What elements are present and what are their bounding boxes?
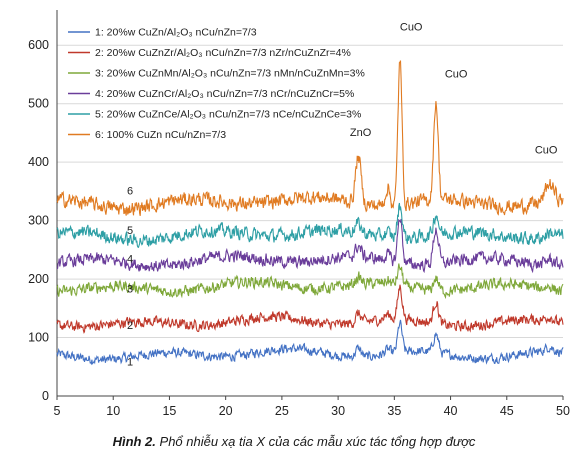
grid [57, 44, 563, 397]
y-tick-label: 400 [28, 155, 49, 169]
peak-label: CuO [445, 68, 468, 80]
x-tick-label: 30 [331, 404, 345, 418]
peak-annotations: ZnO CuO CuO CuO [350, 22, 558, 157]
x-tick-label: 15 [162, 404, 176, 418]
x-tick-label: 40 [444, 404, 458, 418]
legend-entry: 3: 20%w CuZnMn/Al₂O₃ nCu/nZn=7/3 nMn/nCu… [95, 68, 365, 80]
caption-text: Phổ nhiễu xạ tia X của các mẫu xúc tác t… [155, 434, 476, 449]
y-tick-label: 200 [28, 272, 49, 286]
x-tick-label: 10 [106, 404, 120, 418]
x-tick-label: 45 [500, 404, 514, 418]
series-line-4 [56, 218, 564, 274]
series-lines: 6 5 4 3 2 1 [56, 60, 564, 369]
series-line-2 [56, 284, 564, 334]
x-tick-label: 50 [556, 404, 570, 418]
peak-label: CuO [535, 144, 558, 156]
peak-label: CuO [400, 22, 423, 34]
x-tick-label: 25 [275, 404, 289, 418]
series-line-1 [56, 319, 564, 366]
x-tick-label: 5 [54, 404, 61, 418]
curve-label: 3 [127, 284, 133, 296]
series-line-6 [56, 60, 564, 217]
curve-label: 1 [127, 357, 133, 369]
figure-caption: Hình 2. Phổ nhiễu xạ tia X của các mẫu x… [0, 434, 588, 454]
x-tick-label: 20 [219, 404, 233, 418]
y-tick-label: 100 [28, 331, 49, 345]
curve-label: 2 [127, 320, 133, 332]
curve-label: 6 [127, 185, 133, 197]
x-tick-label: 35 [387, 404, 401, 418]
series-line-3 [56, 263, 564, 300]
caption-label: Hình 2. [112, 434, 156, 449]
curve-label: 5 [127, 225, 133, 237]
peak-label: ZnO [350, 127, 372, 139]
legend-entry: 5: 20%w CuZnCe/Al₂O₃ nCu/nZn=7/3 nCe/nCu… [95, 109, 361, 121]
legend-entry: 2: 20%w CuZnZr/Al₂O₃ nCu/nZn=7/3 nZr/nCu… [95, 47, 351, 59]
series-line-5 [56, 202, 564, 248]
y-tick-label: 500 [28, 97, 49, 111]
legend-entry: 6: 100% CuZn nCu/nZn=7/3 [95, 129, 226, 141]
legend: 1: 20%w CuZn/Al₂O₃ nCu/nZn=7/3 2: 20%w Cu… [68, 27, 365, 141]
y-tick-label: 0 [42, 389, 49, 403]
y-tick-label: 600 [28, 38, 49, 52]
curve-label: 4 [127, 254, 133, 266]
legend-entry: 1: 20%w CuZn/Al₂O₃ nCu/nZn=7/3 [95, 27, 257, 39]
legend-entry: 4: 20%w CuZnCr/Al₂O₃ nCu/nZn=7/3 nCr/nCu… [95, 88, 354, 100]
y-tick-label: 300 [28, 214, 49, 228]
